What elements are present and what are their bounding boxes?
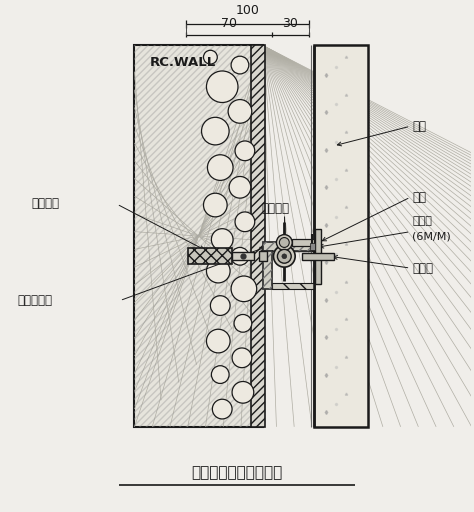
Bar <box>302 253 334 260</box>
Text: RC.WALL: RC.WALL <box>149 56 216 69</box>
Bar <box>263 242 312 251</box>
Text: 石材: 石材 <box>412 120 427 133</box>
Circle shape <box>232 348 252 368</box>
Bar <box>232 252 254 260</box>
Circle shape <box>235 212 255 231</box>
Circle shape <box>212 399 232 419</box>
Bar <box>263 251 273 289</box>
Bar <box>292 239 314 246</box>
Text: (6M/M): (6M/M) <box>412 231 451 242</box>
Bar <box>135 46 263 427</box>
Circle shape <box>276 234 292 250</box>
Bar <box>188 248 232 264</box>
Circle shape <box>229 177 251 198</box>
Text: 填縫劑: 填縫劑 <box>412 216 432 226</box>
Circle shape <box>203 50 217 64</box>
Circle shape <box>207 71 238 102</box>
Circle shape <box>211 229 233 250</box>
Circle shape <box>231 247 249 265</box>
Circle shape <box>282 254 287 259</box>
Circle shape <box>232 381 254 403</box>
Circle shape <box>211 366 229 383</box>
Bar <box>310 244 315 250</box>
Bar <box>135 46 263 427</box>
Text: 100: 100 <box>236 4 259 17</box>
Circle shape <box>201 117 229 145</box>
Bar <box>259 251 266 261</box>
Bar <box>314 46 368 427</box>
Text: 不銹鋼角鐵: 不銹鋼角鐵 <box>17 294 52 307</box>
Text: 插銷: 插銷 <box>412 190 427 204</box>
Bar <box>273 283 314 289</box>
Text: 膨脹螺絲: 膨脹螺絲 <box>31 197 59 209</box>
Circle shape <box>279 238 289 247</box>
Text: 伸縮片: 伸縮片 <box>412 262 433 274</box>
Bar <box>263 242 312 251</box>
Bar <box>315 229 321 284</box>
Bar <box>263 242 314 251</box>
Circle shape <box>277 249 291 263</box>
Text: 30: 30 <box>283 16 298 30</box>
Circle shape <box>208 155 233 180</box>
Circle shape <box>273 245 295 267</box>
Circle shape <box>235 141 255 161</box>
Text: 外牆乾式吊掛施工詳圖: 外牆乾式吊掛施工詳圖 <box>191 465 283 481</box>
Circle shape <box>231 276 257 302</box>
Text: 固定螺絲: 固定螺絲 <box>262 202 290 215</box>
Circle shape <box>210 296 230 315</box>
Circle shape <box>231 56 249 74</box>
Circle shape <box>203 193 227 217</box>
Text: 70: 70 <box>220 16 237 30</box>
Circle shape <box>234 314 252 332</box>
Circle shape <box>207 259 230 283</box>
Bar <box>263 251 273 289</box>
Circle shape <box>228 99 252 123</box>
Bar <box>251 46 264 427</box>
Circle shape <box>207 329 230 353</box>
